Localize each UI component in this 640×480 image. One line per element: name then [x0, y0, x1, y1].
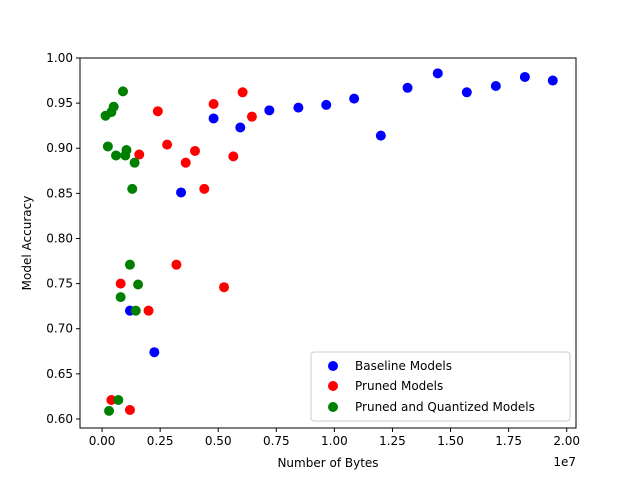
data-point — [228, 151, 239, 162]
x-tick-label: 0.00 — [89, 434, 116, 448]
data-point — [547, 75, 558, 86]
data-point — [108, 101, 119, 112]
data-point — [402, 82, 413, 93]
legend-label-pruned-quantized: Pruned and Quantized Models — [355, 400, 535, 414]
y-tick-label: 0.80 — [46, 231, 73, 245]
data-point — [208, 99, 219, 110]
axis-ticks: 0.00 0.25 0.50 0.75 1.00 1.25 1.50 1.75 2.00 0.60… — [46, 51, 580, 448]
x-tick-label: 0.75 — [263, 434, 290, 448]
legend-marker-baseline — [328, 361, 338, 371]
data-point — [143, 305, 154, 316]
data-point — [130, 305, 141, 316]
y-tick-label: 0.85 — [46, 186, 73, 200]
series-0 — [124, 68, 558, 358]
data-point — [121, 145, 132, 156]
y-tick-label: 0.75 — [46, 277, 73, 291]
data-point — [176, 187, 187, 198]
data-point — [432, 68, 443, 79]
data-point — [199, 183, 210, 194]
x-tick-label: 1.75 — [495, 434, 522, 448]
data-point — [519, 71, 530, 82]
y-axis-label: Model Accuracy — [20, 196, 34, 291]
legend-marker-pruned — [328, 381, 338, 391]
data-point — [171, 259, 182, 270]
data-point — [111, 150, 122, 161]
y-tick-label: 0.95 — [46, 96, 73, 110]
y-tick-label: 0.90 — [46, 141, 73, 155]
data-point — [180, 157, 191, 168]
x-axis-label: Number of Bytes — [277, 456, 378, 470]
data-points — [100, 68, 558, 416]
data-point — [349, 93, 360, 104]
x-tick-label: 0.50 — [205, 434, 232, 448]
data-point — [321, 99, 332, 110]
x-tick-label: 1.50 — [437, 434, 464, 448]
data-point — [189, 145, 200, 156]
data-point — [104, 405, 115, 416]
legend: Baseline Models Pruned Models Pruned and… — [310, 351, 571, 422]
data-point — [129, 157, 140, 168]
data-point — [235, 122, 246, 133]
y-tick-label: 1.00 — [46, 51, 73, 65]
data-point — [490, 80, 501, 91]
data-point — [115, 292, 126, 303]
data-point — [115, 278, 126, 289]
data-point — [208, 113, 219, 124]
data-point — [149, 347, 160, 358]
data-point — [134, 149, 145, 160]
x-tick-label: 1.00 — [321, 434, 348, 448]
x-axis-offset-label: 1e7 — [553, 455, 576, 469]
data-point — [237, 87, 248, 98]
legend-marker-pruned-quantized — [328, 402, 338, 412]
data-point — [106, 395, 117, 406]
data-point — [127, 183, 138, 194]
legend-label-baseline: Baseline Models — [355, 359, 452, 373]
data-point — [264, 105, 275, 116]
data-point — [246, 111, 257, 122]
data-point — [117, 86, 128, 97]
legend-box — [310, 351, 571, 422]
data-point — [152, 106, 163, 117]
data-point — [113, 395, 124, 406]
x-tick-label: 1.25 — [379, 434, 406, 448]
y-tick-label: 0.70 — [46, 322, 73, 336]
data-point — [133, 279, 144, 290]
data-point — [102, 141, 113, 152]
series-1 — [106, 87, 257, 415]
y-tick-label: 0.65 — [46, 367, 73, 381]
data-point — [219, 282, 230, 293]
legend-label-pruned: Pruned Models — [355, 379, 443, 393]
data-point — [124, 404, 135, 415]
data-point — [375, 130, 386, 141]
data-point — [124, 259, 135, 270]
series-2 — [100, 86, 144, 416]
data-point — [461, 87, 472, 98]
y-tick-label: 0.60 — [46, 412, 73, 426]
x-tick-label: 0.25 — [147, 434, 174, 448]
plot-frame — [79, 57, 577, 429]
data-point — [162, 139, 173, 150]
x-tick-label: 2.00 — [553, 434, 580, 448]
data-point — [293, 102, 304, 113]
